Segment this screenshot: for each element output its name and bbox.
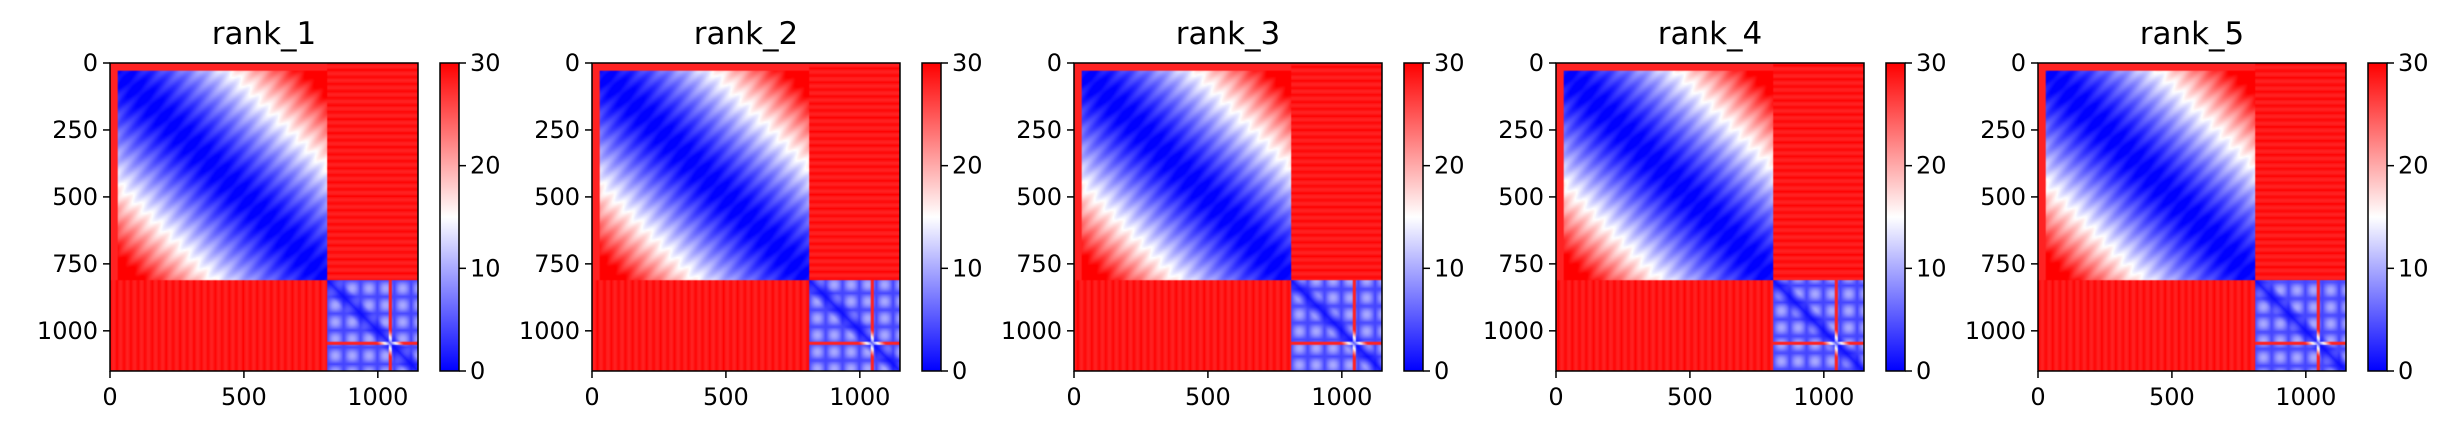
colorbar-frame	[921, 62, 942, 372]
x-tick-label: 1000	[1311, 383, 1372, 411]
colorbar-tick-label: 20	[470, 152, 501, 180]
y-tick-label: 750	[52, 250, 98, 278]
chart-title: rank_1	[212, 16, 317, 52]
subplot-5: rank_5 0 500 1000 0 250 500 750 1000 0 10 20 30	[1965, 16, 2429, 411]
y-tick-label: 500	[1980, 183, 2026, 211]
colorbar-frame	[2367, 62, 2388, 372]
subplot-4: rank_4 0 500 1000 0 250 500 750 1000 0 10 20 30	[1483, 16, 1947, 411]
y-tick-label: 500	[52, 183, 98, 211]
subplot-1: rank_1 0 500 1000 0 250 500 750 1000 0 10 20 30	[37, 16, 501, 411]
chart-title: rank_4	[1658, 16, 1763, 52]
y-tick-label: 250	[1498, 116, 1544, 144]
y-tick-label: 0	[1529, 49, 1544, 77]
axes-frame	[2037, 62, 2347, 372]
colorbar-tick-label: 0	[1434, 357, 1449, 385]
colorbar	[1886, 63, 1905, 371]
y-tick-label: 250	[534, 116, 580, 144]
colorbar-frame	[1885, 62, 1906, 372]
heatmap-image	[110, 63, 418, 371]
colorbar-tick-label: 0	[470, 357, 485, 385]
y-tick-label: 0	[565, 49, 580, 77]
heatmap-image	[1556, 63, 1864, 371]
colorbar-tick-label: 30	[1916, 49, 1947, 77]
colorbar-tick-label: 20	[1434, 152, 1465, 180]
chart-title: rank_5	[2140, 16, 2245, 52]
subplot-3: rank_3 0 500 1000 0 250 500 750 1000 0 10 20 30	[1001, 16, 1465, 411]
y-tick-label: 750	[1980, 250, 2026, 278]
y-tick-label: 1000	[1483, 317, 1544, 345]
colorbar	[440, 63, 459, 371]
colorbar-tick-label: 20	[952, 152, 983, 180]
y-tick-label: 750	[534, 250, 580, 278]
colorbar-tick-label: 0	[1916, 357, 1931, 385]
axes-frame	[591, 62, 901, 372]
colorbar-tick-label: 10	[470, 254, 501, 282]
x-tick-label: 1000	[829, 383, 890, 411]
x-tick-label: 500	[2149, 383, 2195, 411]
y-tick-label: 0	[2011, 49, 2026, 77]
y-tick-label: 0	[83, 49, 98, 77]
colorbar-tick-label: 20	[1916, 152, 1947, 180]
colorbar-tick-label: 10	[1434, 254, 1465, 282]
axes-frame	[1555, 62, 1865, 372]
heatmap-image	[2038, 63, 2346, 371]
y-tick-label: 500	[534, 183, 580, 211]
colorbar-tick-label: 30	[952, 49, 983, 77]
y-tick-label: 750	[1016, 250, 1062, 278]
x-tick-label: 500	[221, 383, 267, 411]
colorbar	[922, 63, 941, 371]
x-tick-label: 0	[2030, 383, 2045, 411]
colorbar	[1404, 63, 1423, 371]
subplot-2: rank_2 0 500 1000 0 250 500 750 1000 0 10 20 30	[519, 16, 983, 411]
y-tick-label: 0	[1047, 49, 1062, 77]
axes-frame	[1073, 62, 1383, 372]
x-tick-label: 1000	[2275, 383, 2336, 411]
x-tick-label: 0	[584, 383, 599, 411]
y-tick-label: 250	[52, 116, 98, 144]
colorbar-tick-label: 10	[2398, 254, 2429, 282]
chart-title: rank_2	[694, 16, 799, 52]
y-tick-label: 250	[1016, 116, 1062, 144]
heatmap-image	[592, 63, 900, 371]
colorbar-frame	[439, 62, 460, 372]
colorbar-frame	[1403, 62, 1424, 372]
colorbar-tick-label: 0	[952, 357, 967, 385]
colorbar-tick-label: 0	[2398, 357, 2413, 385]
x-tick-label: 0	[1066, 383, 1081, 411]
chart-title: rank_3	[1176, 16, 1281, 52]
x-tick-label: 500	[1185, 383, 1231, 411]
colorbar-tick-label: 10	[952, 254, 983, 282]
y-tick-label: 500	[1498, 183, 1544, 211]
y-tick-label: 1000	[37, 317, 98, 345]
x-tick-label: 500	[703, 383, 749, 411]
axes-frame	[109, 62, 419, 372]
x-tick-label: 1000	[1793, 383, 1854, 411]
heatmap-image	[1074, 63, 1382, 371]
colorbar-tick-label: 20	[2398, 152, 2429, 180]
y-tick-label: 1000	[1965, 317, 2026, 345]
colorbar-tick-label: 30	[2398, 49, 2429, 77]
y-tick-label: 1000	[519, 317, 580, 345]
y-tick-label: 750	[1498, 250, 1544, 278]
x-tick-label: 0	[1548, 383, 1563, 411]
colorbar-tick-label: 30	[1434, 49, 1465, 77]
y-tick-label: 1000	[1001, 317, 1062, 345]
colorbar-tick-label: 10	[1916, 254, 1947, 282]
x-tick-label: 0	[102, 383, 117, 411]
colorbar	[2368, 63, 2387, 371]
x-tick-label: 1000	[347, 383, 408, 411]
y-tick-label: 250	[1980, 116, 2026, 144]
y-tick-label: 500	[1016, 183, 1062, 211]
x-tick-label: 500	[1667, 383, 1713, 411]
colorbar-tick-label: 30	[470, 49, 501, 77]
